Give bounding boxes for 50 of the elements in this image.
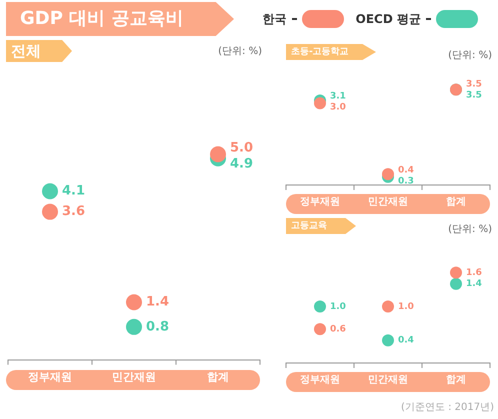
data-label: 1.0 [398, 302, 414, 312]
point [450, 278, 462, 290]
text: (단위: %) [448, 223, 492, 236]
data-label: 1.6 [466, 268, 482, 278]
chart-title: GDP 대비 공교육비 [6, 2, 234, 36]
data-label: 0.6 [330, 324, 346, 334]
x-tick-label: 정부재원 [300, 196, 340, 208]
data-label: 0.8 [146, 319, 170, 334]
x-tick-label: 민간재원 [368, 374, 408, 386]
point [314, 97, 326, 110]
x-tick-label: 정부재원 [28, 370, 72, 384]
text: OECD 평균 [356, 10, 421, 28]
text: (기준연도 : 2017년) [401, 401, 494, 414]
data-label: 0.4 [398, 165, 414, 176]
data-label: 3.5 [466, 90, 482, 100]
data-label: 4.9 [230, 156, 254, 172]
text: (단위: %) [218, 45, 262, 58]
x-tick-label: 민간재원 [368, 196, 408, 208]
x-tick-label: 정부재원 [300, 374, 340, 386]
x-tick-label: 합계 [446, 196, 466, 208]
point [314, 323, 326, 336]
point [126, 318, 142, 335]
point [382, 300, 394, 312]
text: (단위: %) [448, 49, 492, 62]
data-label: 0.4 [398, 336, 414, 346]
data-label: 1.4 [146, 294, 170, 310]
data-label: 1.0 [330, 302, 346, 312]
data-label: 1.4 [466, 279, 482, 290]
data-label: 5.0 [230, 140, 254, 156]
data-label: 3.0 [330, 102, 346, 113]
data-label: 0.3 [398, 176, 414, 186]
data-label: 4.1 [62, 184, 86, 199]
data-label: 3.6 [62, 204, 86, 220]
text: 한국 [262, 10, 287, 28]
data-label: 3.5 [466, 79, 482, 90]
chart-subtitle: 초등-고등학교 [286, 44, 376, 60]
point [382, 334, 394, 346]
point [450, 266, 462, 279]
data-label: 3.1 [330, 92, 346, 102]
x-tick-label: 민간재원 [112, 370, 156, 384]
x-tick-label: 합계 [207, 370, 229, 384]
point [382, 168, 394, 180]
chart-subtitle: 전체 [6, 40, 72, 62]
point [126, 294, 142, 310]
point [42, 183, 58, 200]
point [42, 204, 58, 220]
chart-subtitle: 고등교육 [286, 218, 356, 234]
point [210, 146, 226, 162]
point [314, 300, 326, 312]
x-tick-label: 합계 [446, 374, 466, 386]
